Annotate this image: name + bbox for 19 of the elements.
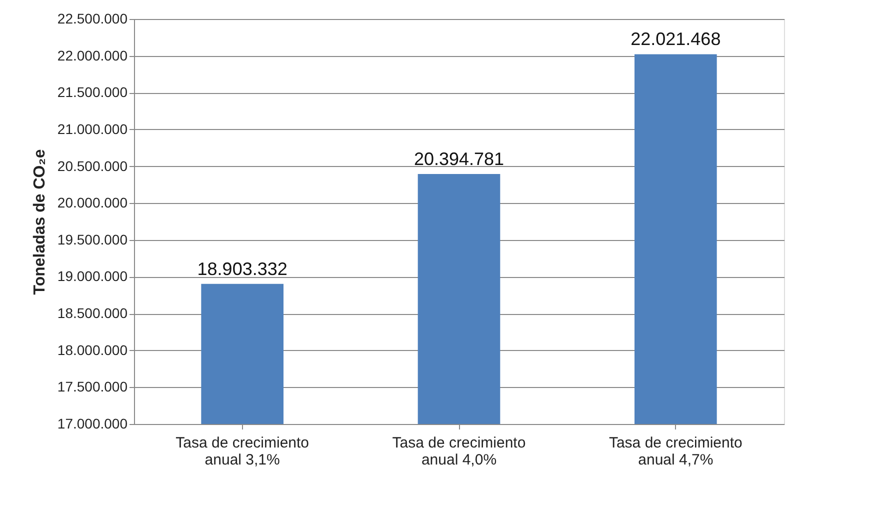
y-tick-label: 21.500.000 bbox=[57, 84, 128, 100]
y-tick-label: 19.500.000 bbox=[57, 231, 128, 248]
y-tick-label: 21.000.000 bbox=[57, 120, 128, 137]
y-tick-label: 22.000.000 bbox=[57, 47, 128, 64]
x-tick-label: Tasa de crecimiento anual 4,7% bbox=[608, 434, 742, 468]
y-tick-label: 17.500.000 bbox=[57, 378, 128, 395]
y-tick-label: 19.000.000 bbox=[57, 268, 128, 284]
x-tick-label: Tasa de crecimiento anual 3,1% bbox=[176, 434, 310, 468]
data-label: 22.021.468 bbox=[630, 29, 721, 50]
y-tick-label: 17.000.000 bbox=[57, 416, 128, 432]
y-tick-label: 18.000.000 bbox=[57, 342, 128, 358]
y-tick-label: 18.500.000 bbox=[57, 305, 128, 322]
y-axis-title: Toneladas de CO₂e bbox=[31, 149, 48, 295]
data-label: 18.903.332 bbox=[197, 258, 288, 279]
data-label: 20.394.781 bbox=[414, 149, 504, 170]
x-tick-label: Tasa de crecimiento anual 4,0% bbox=[392, 434, 526, 468]
y-tick-label: 20.000.000 bbox=[57, 194, 128, 211]
y-tick-label: 20.500.000 bbox=[57, 158, 128, 174]
y-tick-label: 22.500.000 bbox=[57, 10, 128, 26]
